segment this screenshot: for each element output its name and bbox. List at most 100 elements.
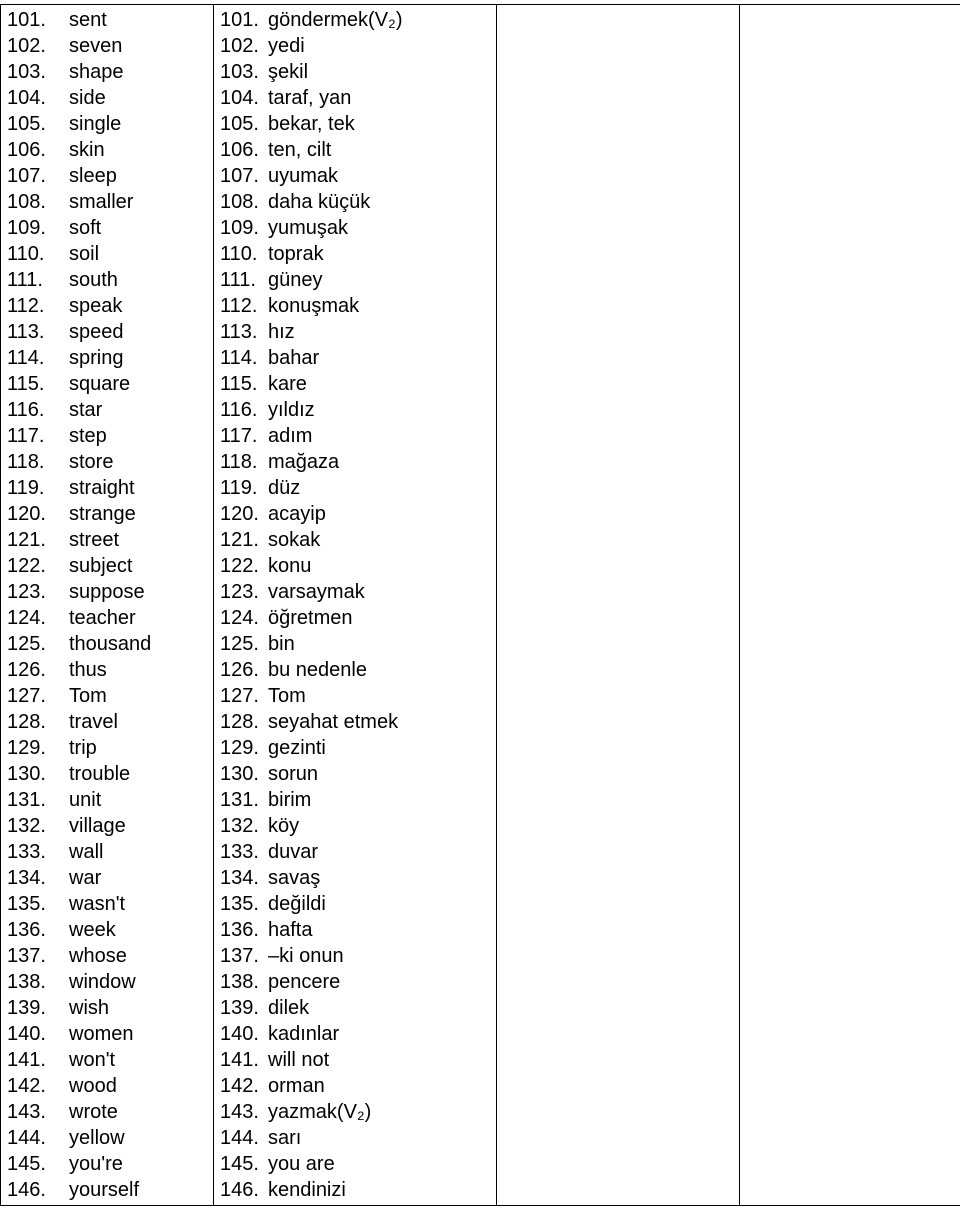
row-number: 101.: [220, 7, 264, 33]
row-number: 109.: [7, 215, 55, 241]
english-word: side: [55, 85, 207, 111]
english-word: wrote: [55, 1099, 207, 1125]
english-word: strange: [55, 501, 207, 527]
vocab-row-tr: 140.kadınlar: [220, 1021, 490, 1047]
vocab-row-en: 140.women: [7, 1021, 207, 1047]
row-number: 116.: [220, 397, 264, 423]
vocab-row-tr: 116.yıldız: [220, 397, 490, 423]
vocab-row-tr: 120.acayip: [220, 501, 490, 527]
row-number: 139.: [220, 995, 264, 1021]
vocab-row-tr: 132.köy: [220, 813, 490, 839]
row-number: 125.: [220, 631, 264, 657]
vocab-row-tr: 111.güney: [220, 267, 490, 293]
vocab-row-en: 145.you're: [7, 1151, 207, 1177]
turkish-word: hafta: [264, 917, 490, 943]
vocab-row-en: 102.seven: [7, 33, 207, 59]
vocab-row-en: 106.skin: [7, 137, 207, 163]
row-number: 138.: [220, 969, 264, 995]
english-word: travel: [55, 709, 207, 735]
turkish-word: yazmak(V₂): [264, 1099, 490, 1125]
vocab-row-tr: 119.düz: [220, 475, 490, 501]
vocab-row-tr: 145.you are: [220, 1151, 490, 1177]
vocab-row-tr: 135.değildi: [220, 891, 490, 917]
vocab-row-tr: 134.savaş: [220, 865, 490, 891]
turkish-word: hız: [264, 319, 490, 345]
vocab-row-tr: 104.taraf, yan: [220, 85, 490, 111]
english-word: star: [55, 397, 207, 423]
row-number: 111.: [7, 267, 55, 293]
page: 101.sent102.seven103.shape104.side105.si…: [0, 0, 960, 1210]
row-number: 107.: [220, 163, 264, 189]
vocab-row-en: 114.spring: [7, 345, 207, 371]
english-word: trip: [55, 735, 207, 761]
vocab-row-tr: 106.ten, cilt: [220, 137, 490, 163]
blank-column-1: [497, 5, 740, 1206]
turkish-word: acayip: [264, 501, 490, 527]
english-word: teacher: [55, 605, 207, 631]
english-word: speak: [55, 293, 207, 319]
vocab-row-tr: 118.mağaza: [220, 449, 490, 475]
turkish-word: köy: [264, 813, 490, 839]
vocab-row-en: 135.wasn't: [7, 891, 207, 917]
vocab-row-tr: 128.seyahat etmek: [220, 709, 490, 735]
turkish-word: bu nedenle: [264, 657, 490, 683]
english-word: soil: [55, 241, 207, 267]
vocab-table: 101.sent102.seven103.shape104.side105.si…: [0, 4, 960, 1206]
turkish-word: sokak: [264, 527, 490, 553]
turkish-word: kendinizi: [264, 1177, 490, 1203]
english-word: step: [55, 423, 207, 449]
vocab-row-en: 134.war: [7, 865, 207, 891]
vocab-row-tr: 124.öğretmen: [220, 605, 490, 631]
row-number: 115.: [220, 371, 264, 397]
row-number: 103.: [7, 59, 55, 85]
english-word: wood: [55, 1073, 207, 1099]
vocab-row-tr: 114.bahar: [220, 345, 490, 371]
vocab-row-en: 120.strange: [7, 501, 207, 527]
vocab-row-tr: 133.duvar: [220, 839, 490, 865]
vocab-row-en: 129.trip: [7, 735, 207, 761]
vocab-row-en: 127.Tom: [7, 683, 207, 709]
vocab-row-en: 105.single: [7, 111, 207, 137]
row-number: 137.: [220, 943, 264, 969]
vocab-row-en: 122.subject: [7, 553, 207, 579]
row-number: 111.: [220, 267, 264, 293]
vocab-row-tr: 112.konuşmak: [220, 293, 490, 319]
row-number: 120.: [7, 501, 55, 527]
vocab-row-en: 141.won't: [7, 1047, 207, 1073]
vocab-row-en: 138.window: [7, 969, 207, 995]
row-number: 144.: [7, 1125, 55, 1151]
english-word: week: [55, 917, 207, 943]
row-number: 125.: [7, 631, 55, 657]
english-word: women: [55, 1021, 207, 1047]
vocab-row-tr: 117.adım: [220, 423, 490, 449]
vocab-row-tr: 105.bekar, tek: [220, 111, 490, 137]
row-number: 127.: [7, 683, 55, 709]
row-number: 128.: [7, 709, 55, 735]
vocab-row-tr: 129.gezinti: [220, 735, 490, 761]
vocab-row-en: 119.straight: [7, 475, 207, 501]
vocab-row-en: 108.smaller: [7, 189, 207, 215]
vocab-row-en: 103.shape: [7, 59, 207, 85]
row-number: 143.: [220, 1099, 264, 1125]
english-word: spring: [55, 345, 207, 371]
turkish-word: savaş: [264, 865, 490, 891]
row-number: 123.: [7, 579, 55, 605]
row-number: 140.: [220, 1021, 264, 1047]
turkish-word: bahar: [264, 345, 490, 371]
row-number: 130.: [7, 761, 55, 787]
turkish-word: dilek: [264, 995, 490, 1021]
row-number: 112.: [7, 293, 55, 319]
row-number: 130.: [220, 761, 264, 787]
turkish-word: şekil: [264, 59, 490, 85]
vocab-row-en: 125.thousand: [7, 631, 207, 657]
english-word: you're: [55, 1151, 207, 1177]
row-number: 102.: [220, 33, 264, 59]
vocab-row-en: 118.store: [7, 449, 207, 475]
vocab-row-tr: 110.toprak: [220, 241, 490, 267]
vocab-row-tr: 143.yazmak(V₂): [220, 1099, 490, 1125]
english-column: 101.sent102.seven103.shape104.side105.si…: [1, 5, 214, 1206]
row-number: 114.: [220, 345, 264, 371]
vocab-row-en: 132.village: [7, 813, 207, 839]
row-number: 140.: [7, 1021, 55, 1047]
vocab-row-en: 137.whose: [7, 943, 207, 969]
